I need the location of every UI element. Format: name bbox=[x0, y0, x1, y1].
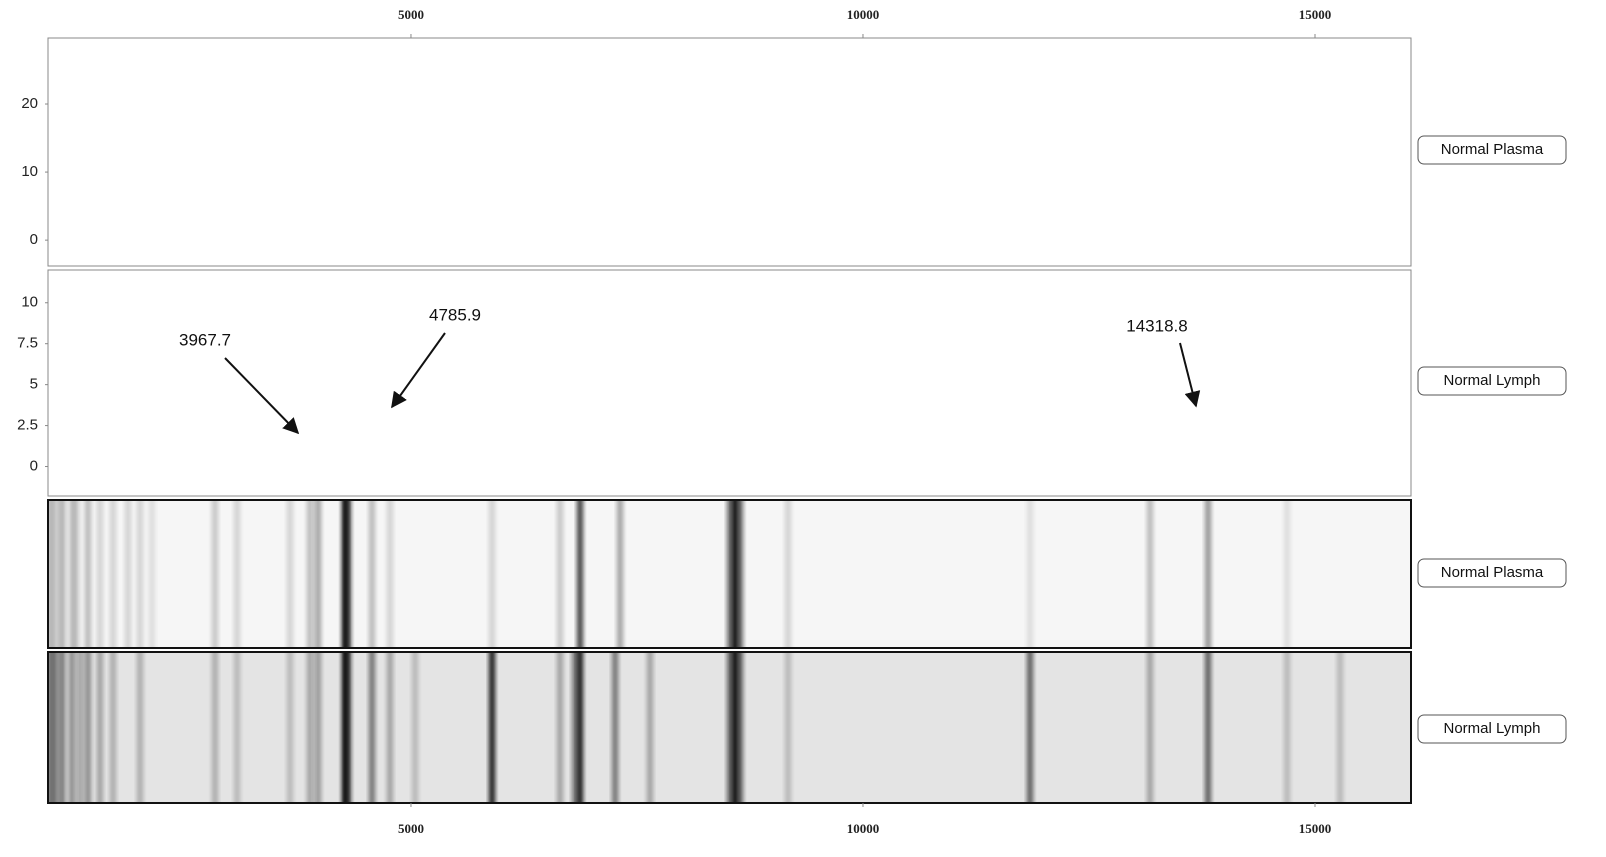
gel-band bbox=[137, 500, 143, 648]
gel-band bbox=[234, 500, 240, 648]
x-tick-label: 15000 bbox=[1299, 821, 1332, 836]
gel-band bbox=[69, 652, 75, 803]
gel-band bbox=[307, 500, 313, 648]
gel-band bbox=[345, 500, 351, 648]
gel-band bbox=[612, 652, 618, 803]
gel-band bbox=[412, 652, 418, 803]
page: {"chart_data": [ {"type": "line", "label… bbox=[0, 0, 1606, 857]
gel-band bbox=[85, 652, 91, 803]
gel-band bbox=[97, 652, 103, 803]
gel-band bbox=[387, 500, 393, 648]
gel-band bbox=[785, 652, 791, 803]
gel-band bbox=[1027, 500, 1033, 648]
gel-band bbox=[125, 500, 131, 648]
gel-band bbox=[369, 652, 375, 803]
gel-band bbox=[345, 652, 351, 803]
gel-band bbox=[1337, 652, 1343, 803]
gel-band bbox=[110, 652, 116, 803]
y-tick-label: 20 bbox=[21, 95, 38, 112]
y-tick-label: 10 bbox=[21, 294, 38, 311]
gel-band bbox=[212, 652, 218, 803]
gel-band bbox=[577, 500, 583, 648]
panel-label: Normal Lymph bbox=[1444, 720, 1541, 737]
x-tick-label: 5000 bbox=[398, 821, 424, 836]
y-tick-label: 7.5 bbox=[17, 335, 38, 352]
peak-annotation: 4785.9 bbox=[429, 305, 481, 324]
gel-band bbox=[489, 652, 495, 803]
x-tick-label: 10000 bbox=[847, 7, 880, 22]
gel-band bbox=[557, 652, 563, 803]
gel-band bbox=[1284, 652, 1290, 803]
gel-band bbox=[307, 652, 313, 803]
y-tick-label: 10 bbox=[21, 163, 38, 180]
gel-band bbox=[1205, 652, 1211, 803]
peak-annotation: 3967.7 bbox=[179, 330, 231, 349]
gel-band bbox=[1147, 652, 1153, 803]
gel-band bbox=[110, 500, 116, 648]
gel-band bbox=[234, 652, 240, 803]
y-tick-label: 0 bbox=[30, 457, 38, 474]
gel-band bbox=[287, 652, 293, 803]
gel-band bbox=[647, 652, 653, 803]
gel-band bbox=[737, 500, 743, 648]
gel-band bbox=[287, 500, 293, 648]
gel-band bbox=[557, 500, 563, 648]
gel-band bbox=[137, 652, 143, 803]
gel-band bbox=[489, 500, 495, 648]
gel-band bbox=[59, 500, 65, 648]
y-tick-label: 0 bbox=[30, 231, 38, 248]
panel-frame bbox=[48, 38, 1411, 266]
gel-band bbox=[97, 500, 103, 648]
panel-label: Normal Plasma bbox=[1441, 141, 1544, 158]
panel bbox=[47, 652, 1411, 803]
x-tick-label: 5000 bbox=[398, 7, 424, 22]
gel-band bbox=[1027, 652, 1033, 803]
chart: 0 10 20 5000 10000 15000 Normal Plasma 0 2.5 5 7.5… bbox=[0, 0, 1606, 857]
gel-band bbox=[315, 652, 321, 803]
gel-band bbox=[52, 500, 58, 648]
panel-label: Normal Plasma bbox=[1441, 564, 1544, 581]
gel-band bbox=[73, 500, 79, 648]
gel-band bbox=[315, 500, 321, 648]
gel-band bbox=[577, 652, 583, 803]
gel-band bbox=[737, 652, 743, 803]
y-tick-label: 5 bbox=[30, 376, 38, 393]
gel-band bbox=[212, 500, 218, 648]
gel-band bbox=[387, 652, 393, 803]
gel-band bbox=[1205, 500, 1211, 648]
gel-band bbox=[85, 500, 91, 648]
gel-band bbox=[52, 652, 58, 803]
gel-band bbox=[77, 652, 83, 803]
gel-band bbox=[369, 500, 375, 648]
y-tick-label: 2.5 bbox=[17, 417, 38, 434]
panel-frame bbox=[48, 270, 1411, 496]
panel-label: Normal Lymph bbox=[1444, 372, 1541, 389]
gel-band bbox=[785, 500, 791, 648]
panel bbox=[47, 500, 1411, 648]
x-tick-label: 15000 bbox=[1299, 7, 1332, 22]
gel-band bbox=[1284, 500, 1290, 648]
x-tick-label: 10000 bbox=[847, 821, 880, 836]
gel-band bbox=[149, 500, 155, 648]
gel-band bbox=[617, 500, 623, 648]
peak-annotation: 14318.8 bbox=[1126, 316, 1187, 335]
gel-band bbox=[59, 652, 65, 803]
gel-band bbox=[1147, 500, 1153, 648]
